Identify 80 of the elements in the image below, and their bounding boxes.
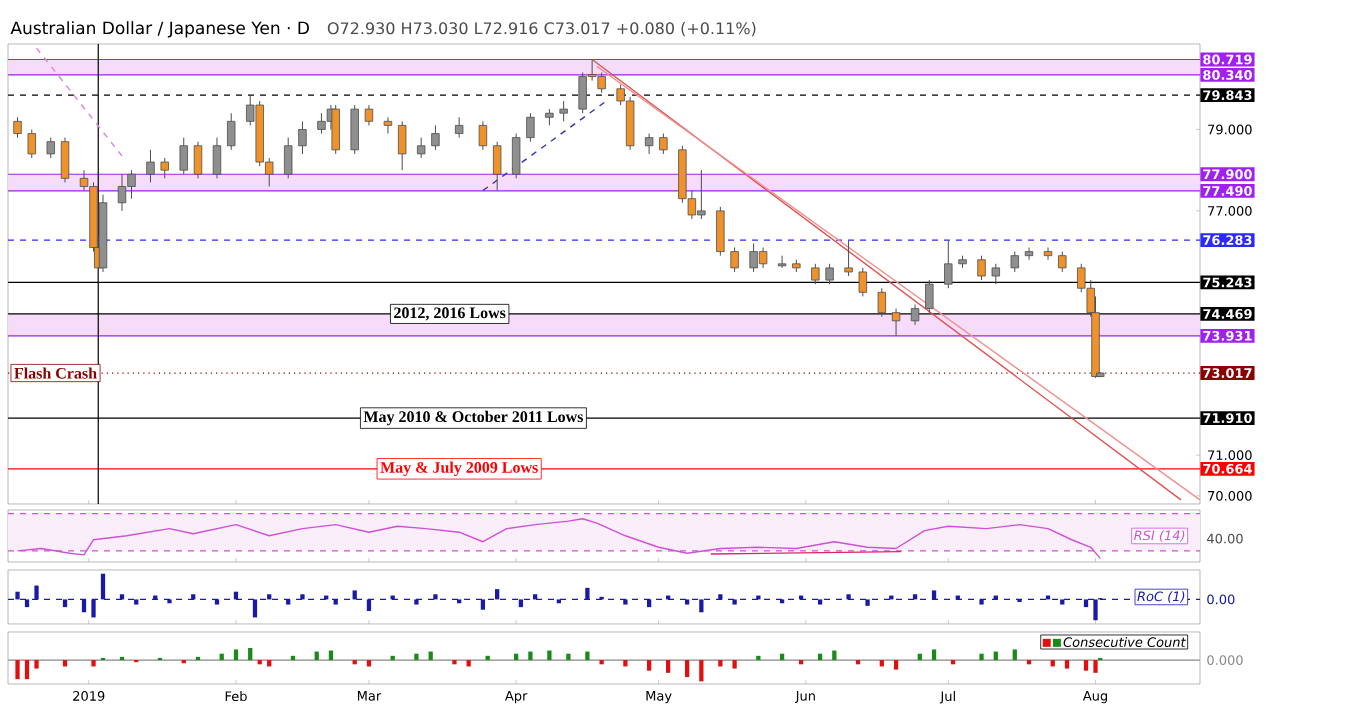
bar [1012, 649, 1017, 661]
candlestick [298, 120, 307, 155]
bar [893, 660, 899, 670]
candlestick [160, 157, 169, 179]
candlestick [1043, 247, 1053, 261]
candlestick [526, 112, 535, 143]
annotation: 2012, 2016 Lows [394, 307, 506, 321]
bar [233, 649, 239, 661]
chart-subtitle: O72.930 H73.030 L72.916 C73.017 +0.080 (+0.11%) [327, 21, 756, 37]
candlestick [364, 104, 374, 126]
bar [566, 653, 571, 661]
annotation: May & July 2009 Lows [380, 461, 538, 477]
bar [623, 660, 628, 667]
candlestick [825, 263, 834, 285]
bar [24, 660, 30, 680]
candlestick [511, 133, 521, 179]
candlestick [492, 141, 502, 192]
candlestick [179, 137, 188, 175]
candlestick [331, 104, 340, 155]
candlestick [925, 279, 934, 314]
bar [34, 660, 39, 669]
annotation: Flash Crash [14, 367, 97, 379]
bar [433, 594, 438, 600]
candlestick [416, 137, 426, 159]
candlestick [891, 308, 901, 337]
bar [912, 594, 918, 600]
bar [684, 660, 690, 678]
candlestick [397, 120, 407, 171]
candlestick [13, 116, 22, 139]
candlestick [454, 116, 464, 139]
bar [15, 591, 20, 600]
bar [1093, 660, 1098, 673]
bar [248, 647, 253, 661]
bar [15, 660, 20, 680]
bar [528, 651, 533, 661]
bar [665, 660, 671, 673]
candlestick [844, 239, 853, 277]
candlestick [193, 141, 203, 179]
candlestick [1024, 247, 1034, 261]
candlestick [1058, 251, 1067, 273]
chart-title: Australian Dollar / Japanese Yen · D [10, 21, 309, 38]
candlestick [877, 287, 887, 318]
candlestick [644, 133, 654, 155]
bar [414, 653, 419, 661]
bar [979, 653, 984, 661]
candlestick [858, 267, 868, 297]
candlestick [212, 137, 222, 179]
bar [732, 660, 737, 669]
bar [931, 649, 937, 661]
candlestick [559, 100, 568, 122]
candlestick [46, 137, 55, 159]
candlestick [284, 137, 293, 179]
bar [91, 660, 96, 667]
candlestick [716, 206, 725, 257]
candlestick [811, 263, 820, 285]
annotation: May 2010 & October 2011 Lows [363, 410, 583, 426]
candlestick [777, 255, 787, 269]
bar [646, 660, 652, 671]
candlestick [659, 133, 668, 155]
candlestick [350, 104, 359, 155]
candlestick [730, 247, 739, 273]
bar [699, 660, 704, 682]
candlestick [1010, 251, 1019, 273]
candlestick [478, 120, 488, 151]
candlestick [146, 149, 155, 183]
candlestick [910, 304, 920, 326]
candlestick [944, 239, 953, 289]
candlestick [317, 112, 326, 135]
candlestick [227, 112, 236, 151]
candlestick [60, 137, 70, 183]
candlestick [27, 128, 36, 159]
candlestick [383, 116, 393, 135]
bar [585, 651, 590, 661]
bar [1083, 660, 1089, 671]
candlestick [991, 263, 1000, 285]
candlestick [977, 255, 986, 281]
bar [1064, 660, 1070, 669]
candlestick [431, 124, 440, 151]
bar [267, 594, 272, 600]
bar [547, 650, 552, 661]
